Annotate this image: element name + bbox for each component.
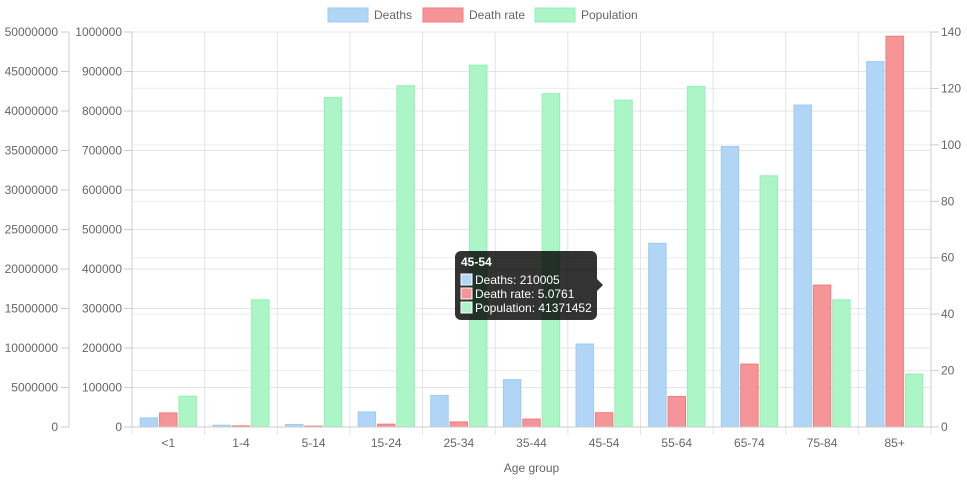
bar-deaths[interactable] xyxy=(793,104,812,428)
tooltip-line: Population: 41371452 xyxy=(475,301,592,315)
y-tick-label-left-inner: 700000 xyxy=(82,144,122,158)
bar-death-rate[interactable] xyxy=(885,35,904,428)
y-tick-label-right: 100 xyxy=(941,138,961,152)
bar-deaths[interactable] xyxy=(575,343,594,428)
x-tick-label: 5-14 xyxy=(302,436,326,450)
y-tick-label-left-inner: 400000 xyxy=(82,262,122,276)
y-tick-label-left-inner: 800000 xyxy=(82,104,122,118)
y-tick-label-left-outer: 15000000 xyxy=(5,302,59,316)
bar-population[interactable] xyxy=(323,97,343,428)
bar-population[interactable] xyxy=(686,86,706,428)
bar-death-rate[interactable] xyxy=(522,418,541,428)
y-tick-label-left-outer: 45000000 xyxy=(5,65,59,79)
y-tick-label-left-outer: 50000000 xyxy=(5,25,59,39)
tooltip-line: Death rate: 5.0761 xyxy=(475,287,575,301)
y-axis-left-inner-ticks: 0 100000 200000 300000 400000 500000 600000 700… xyxy=(75,25,132,434)
bar-death-rate[interactable] xyxy=(594,412,614,428)
bar-population[interactable] xyxy=(251,299,270,428)
x-tick-label: 1-4 xyxy=(232,436,250,450)
x-axis-ticks: <1 1-4 5-14 15-24 25-34 35-44 45-54 55-64 65-74 7… xyxy=(161,436,904,450)
legend-label: Population xyxy=(581,8,638,22)
y-tick-label-left-outer: 0 xyxy=(51,420,58,434)
tooltip-title: 45-54 xyxy=(461,255,492,269)
legend-label: Deaths xyxy=(374,8,412,22)
bars xyxy=(139,35,924,428)
x-tick-label: <1 xyxy=(161,436,175,450)
x-tick-label: 15-24 xyxy=(371,436,402,450)
x-tick-label: 35-44 xyxy=(516,436,547,450)
y-tick-label-left-outer: 25000000 xyxy=(5,223,59,237)
bar-deaths[interactable] xyxy=(866,61,885,428)
legend-item-deaths[interactable]: Deaths xyxy=(327,7,412,23)
legend: Deaths Death rate Population xyxy=(327,7,638,23)
y-tick-label-left-outer: 35000000 xyxy=(5,144,59,158)
bar-deaths[interactable] xyxy=(648,242,667,428)
y-tick-label-right: 120 xyxy=(941,81,961,95)
legend-swatch xyxy=(534,7,576,23)
y-tick-label-right: 40 xyxy=(941,307,955,321)
y-tick-label-left-inner: 900000 xyxy=(82,65,122,79)
bar-deaths[interactable] xyxy=(357,411,377,428)
legend-item-population[interactable]: Population xyxy=(534,7,638,23)
y-tick-label-left-outer: 5000000 xyxy=(11,381,58,395)
legend-swatch xyxy=(422,7,464,23)
tooltip-line: Deaths: 210005 xyxy=(475,273,560,287)
x-tick-label: 55-64 xyxy=(661,436,692,450)
y-tick-label-left-inner: 300000 xyxy=(82,302,122,316)
tooltip-swatch xyxy=(460,273,473,286)
bar-deaths[interactable] xyxy=(139,417,159,428)
x-tick-label: 25-34 xyxy=(444,436,475,450)
y-tick-label-left-inner: 500000 xyxy=(82,223,122,237)
tooltip-box xyxy=(455,251,597,320)
bar-population[interactable] xyxy=(614,99,633,428)
y-tick-label-left-outer: 10000000 xyxy=(5,341,59,355)
legend-label: Death rate xyxy=(469,8,525,22)
bar-deaths[interactable] xyxy=(720,146,740,428)
x-tick-label: 65-74 xyxy=(734,436,765,450)
y-tick-label-left-inner: 200000 xyxy=(82,341,122,355)
x-tick-label: 45-54 xyxy=(589,436,620,450)
bar-deaths[interactable] xyxy=(430,394,449,428)
tooltip-swatch xyxy=(460,287,473,300)
x-tick-label: 85+ xyxy=(885,436,905,450)
bar-population[interactable] xyxy=(469,64,488,428)
x-tick-label: 75-84 xyxy=(807,436,838,450)
y-axis-left-outer-ticks: 0 5000000 10000000 15000000 20000000 25000000… xyxy=(5,25,69,434)
bar-death-rate[interactable] xyxy=(449,421,469,428)
y-tick-label-right: 60 xyxy=(941,251,955,265)
y-tick-label-left-inner: 100000 xyxy=(82,381,122,395)
y-tick-label-left-outer: 30000000 xyxy=(5,183,59,197)
legend-swatch xyxy=(327,7,369,23)
tooltip-caret xyxy=(597,279,603,291)
bar-population[interactable] xyxy=(178,395,197,428)
tooltip-swatch xyxy=(460,301,473,314)
y-tick-label-left-outer: 40000000 xyxy=(5,104,59,118)
bar-death-rate[interactable] xyxy=(667,396,686,428)
y-tick-label-right: 80 xyxy=(941,194,955,208)
bar-deaths[interactable] xyxy=(502,379,522,428)
bar-death-rate[interactable] xyxy=(740,363,759,428)
y-tick-label-left-inner: 0 xyxy=(115,420,122,434)
y-tick-label-left-inner: 600000 xyxy=(82,183,122,197)
y-tick-label-right: 20 xyxy=(941,364,955,378)
bar-death-rate[interactable] xyxy=(812,284,832,428)
y-tick-label-right: 0 xyxy=(941,420,948,434)
y-axis-right-ticks: 0 20 40 60 80 100 120 140 xyxy=(931,25,961,434)
bar-death-rate[interactable] xyxy=(159,412,178,428)
y-tick-label-left-inner: 1000000 xyxy=(75,25,122,39)
bar-population[interactable] xyxy=(759,175,778,428)
y-tick-label-left-outer: 20000000 xyxy=(5,262,59,276)
bar-population[interactable] xyxy=(832,299,851,428)
bar-population[interactable] xyxy=(396,85,415,428)
y-tick-label-right: 140 xyxy=(941,25,961,39)
bar-population[interactable] xyxy=(904,373,924,428)
x-axis-title: Age group xyxy=(504,461,560,475)
legend-item-death-rate[interactable]: Death rate xyxy=(422,7,525,23)
